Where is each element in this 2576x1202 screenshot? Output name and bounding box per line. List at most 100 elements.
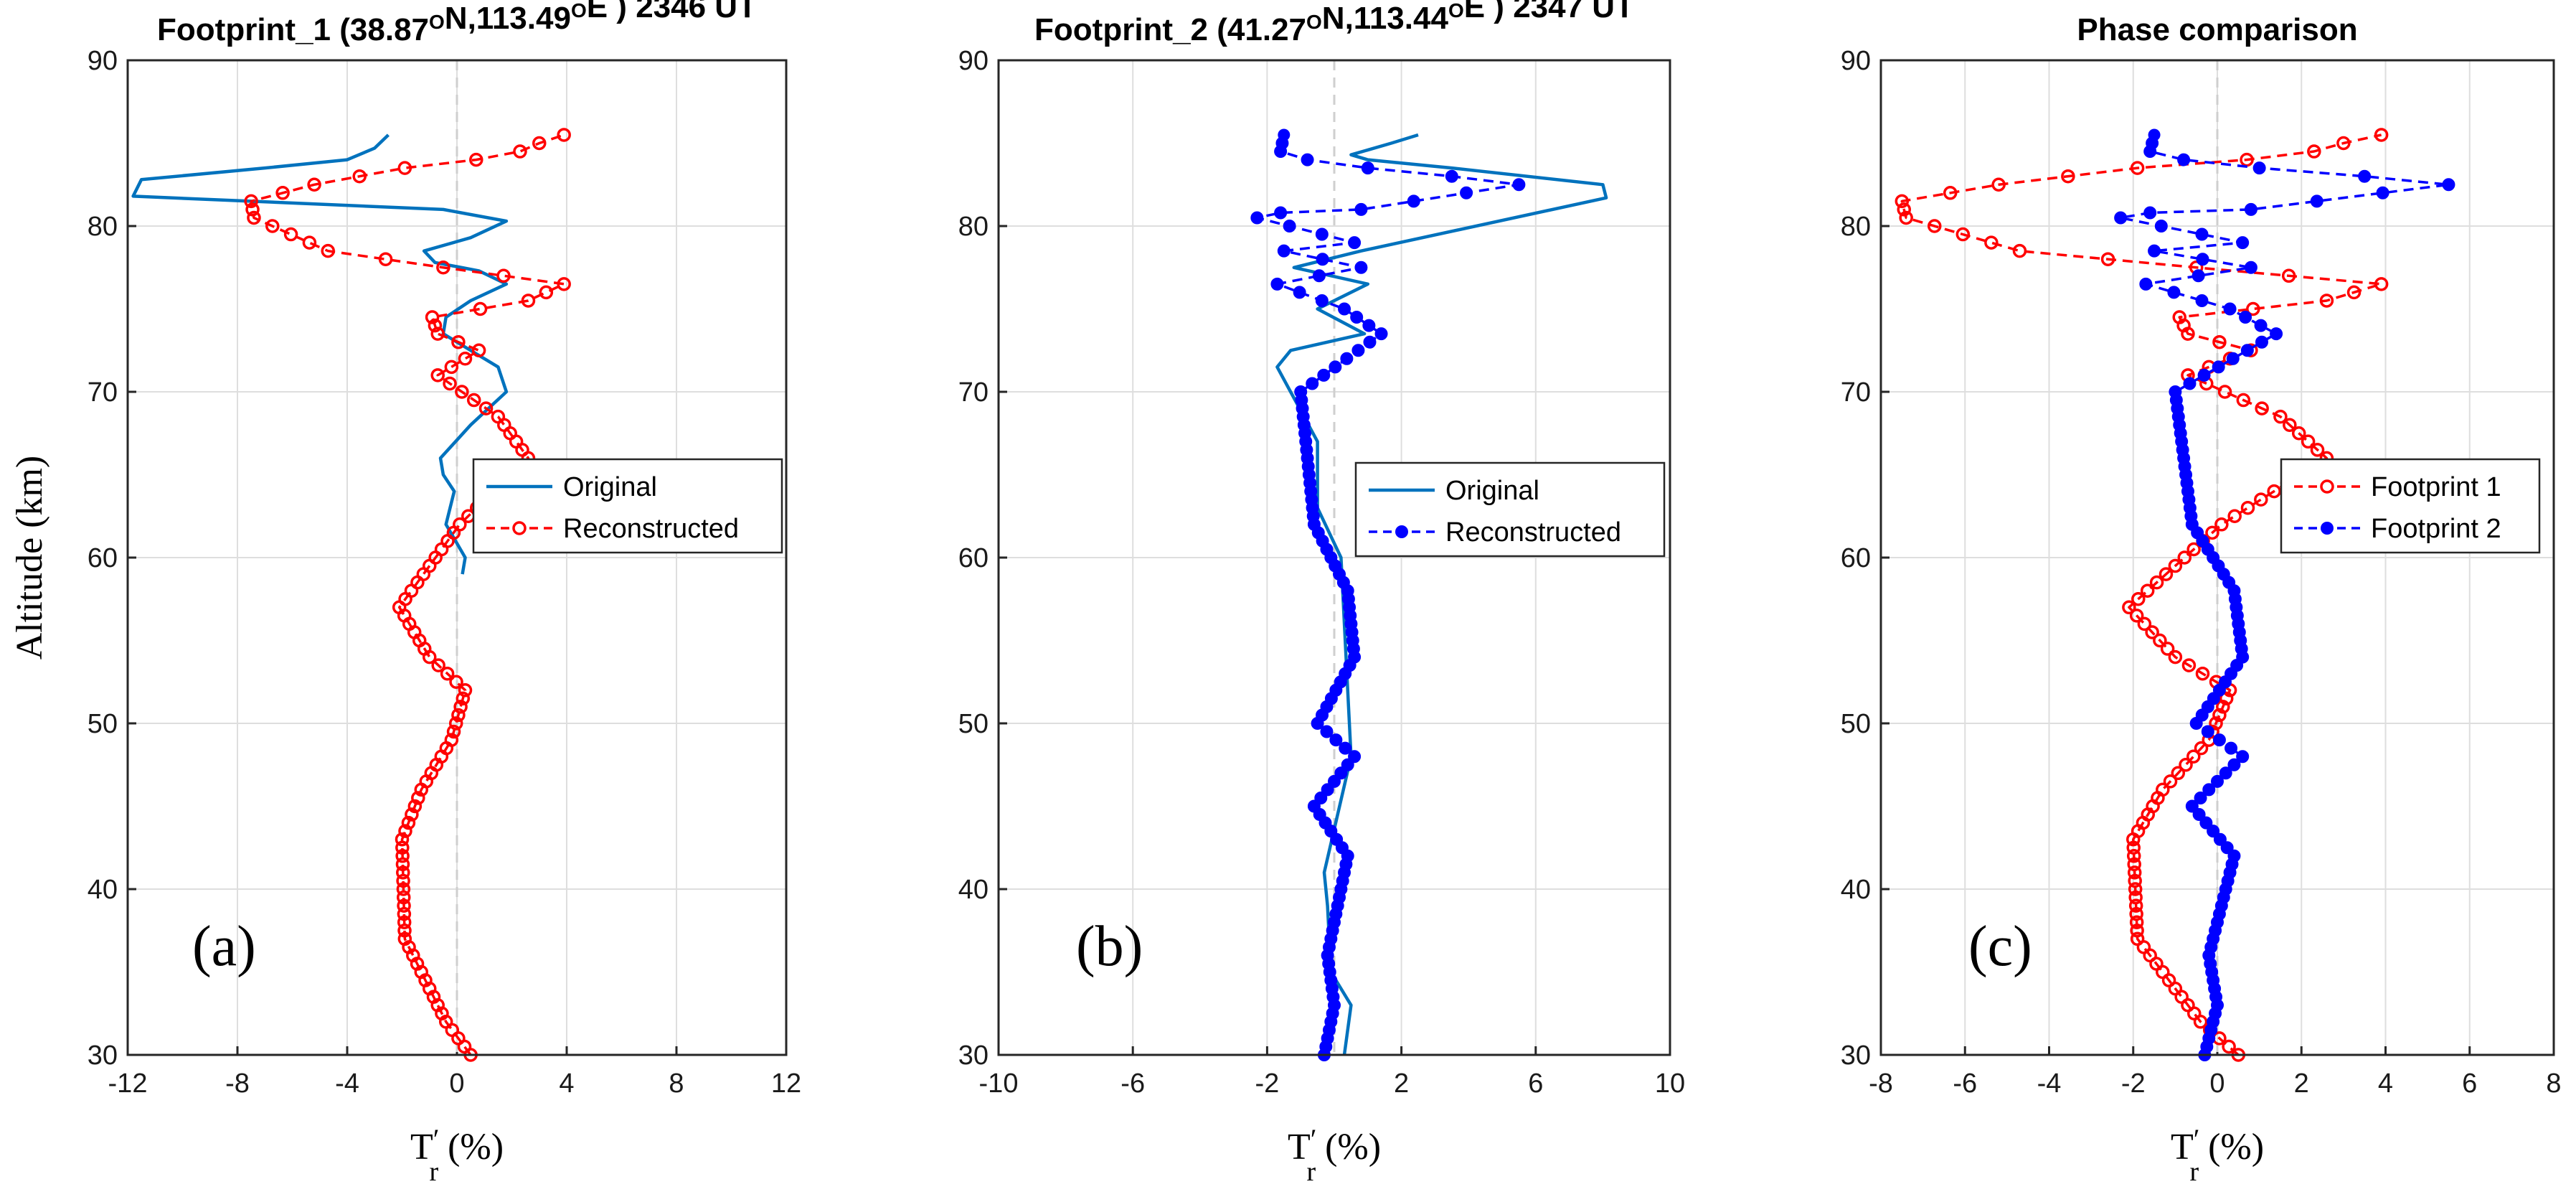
data-point	[513, 144, 527, 159]
data-point	[395, 849, 410, 863]
data-point	[2255, 401, 2269, 415]
data-point	[2163, 774, 2178, 789]
data-point	[448, 716, 463, 731]
data-point	[521, 294, 536, 308]
data-point	[1274, 206, 1288, 220]
data-point	[407, 799, 423, 814]
data-point	[2291, 426, 2306, 441]
x-label-prime: ′	[2194, 1123, 2200, 1155]
data-point	[2171, 766, 2186, 781]
data-point	[2130, 931, 2145, 947]
data-point	[2131, 592, 2146, 606]
data-point	[1317, 368, 1331, 382]
data-point	[2374, 277, 2389, 291]
data-point	[2192, 808, 2206, 822]
data-point	[2216, 700, 2230, 714]
data-point	[2186, 542, 2201, 557]
x-axis-label: T′ r (%)	[1288, 1123, 1381, 1187]
data-point	[2100, 252, 2115, 266]
data-point	[2319, 294, 2334, 308]
data-point	[275, 186, 290, 200]
data-point	[1363, 335, 1377, 349]
degree-sup: O	[1448, 0, 1464, 22]
data-point	[2219, 766, 2232, 780]
x-tick-label: -2	[1255, 1069, 1280, 1099]
data-point	[2220, 841, 2234, 855]
data-point	[478, 401, 494, 415]
data-point	[2126, 840, 2141, 855]
data-point	[2194, 741, 2209, 756]
data-point	[444, 733, 459, 747]
data-point	[396, 890, 411, 905]
data-point	[2153, 633, 2167, 648]
data-point	[456, 691, 471, 706]
legend-marker	[2320, 479, 2334, 494]
data-point	[532, 136, 547, 151]
data-point	[2374, 128, 2389, 142]
data-point	[2227, 758, 2241, 771]
legend-label: Reconstructed	[563, 514, 739, 544]
data-point	[2227, 849, 2241, 863]
y-axis-label: Altitude (km)	[9, 456, 50, 660]
data-point	[2201, 725, 2214, 738]
y-tick-label: 80	[88, 212, 118, 242]
x-axis-label: T′ r (%)	[2171, 1123, 2264, 1187]
data-point	[2212, 708, 2227, 723]
data-point	[397, 924, 412, 938]
series-line	[1275, 133, 1608, 1056]
data-point	[539, 285, 554, 300]
data-point	[352, 169, 367, 184]
data-point	[2336, 136, 2351, 151]
data-point	[2307, 144, 2321, 159]
series-footprint-2	[2114, 128, 2455, 1061]
x-tick-label: -2	[2121, 1069, 2146, 1099]
legend: Original Reconstructed	[1354, 461, 1666, 558]
data-point	[1955, 227, 1971, 242]
data-point	[2143, 206, 2157, 220]
y-tick-label: 40	[88, 875, 118, 905]
x-tick-label: -6	[1953, 1069, 1977, 1099]
degree-sup: O	[571, 0, 587, 22]
data-point	[2160, 642, 2175, 656]
x-tick-label: -4	[2037, 1069, 2062, 1099]
data-point	[2196, 253, 2209, 266]
data-point	[265, 219, 280, 233]
data-point	[2246, 301, 2260, 316]
data-point	[446, 724, 461, 739]
data-point	[397, 161, 412, 175]
data-point	[2061, 169, 2075, 184]
data-point	[395, 840, 410, 855]
data-point	[2126, 849, 2141, 863]
data-point	[395, 832, 410, 847]
data-point	[2281, 268, 2296, 283]
data-point	[1460, 186, 1473, 199]
data-point	[1329, 360, 1342, 374]
data-point	[2202, 783, 2216, 797]
data-point	[2192, 269, 2205, 283]
panel-label: (c)	[1968, 915, 2032, 978]
legend-label: Original	[563, 472, 657, 502]
data-point	[1374, 327, 1388, 341]
degree-sup: O	[1306, 11, 1322, 33]
data-point	[2129, 915, 2144, 929]
series-line	[1900, 133, 2383, 1056]
data-point	[458, 352, 473, 366]
data-point	[2213, 832, 2227, 846]
data-point	[496, 268, 511, 283]
data-point	[283, 227, 298, 242]
data-point	[395, 857, 410, 872]
data-point	[244, 194, 258, 209]
data-point	[469, 152, 483, 167]
x-label-main: T	[2171, 1127, 2194, 1168]
x-label-unit: (%)	[2199, 1127, 2264, 1168]
data-point	[2239, 311, 2252, 324]
data-point	[1270, 277, 1284, 291]
plot-frame	[997, 59, 1671, 1056]
data-point	[2159, 567, 2174, 581]
data-point	[2283, 418, 2297, 432]
data-point	[1283, 220, 1296, 233]
data-point	[430, 327, 445, 341]
data-point	[2128, 898, 2143, 913]
series-original	[1275, 133, 1608, 1056]
data-point	[2148, 128, 2161, 141]
